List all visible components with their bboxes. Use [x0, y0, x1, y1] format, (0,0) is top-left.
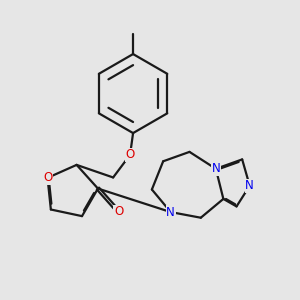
Text: N: N	[166, 206, 175, 219]
Text: O: O	[114, 206, 123, 218]
Text: O: O	[43, 171, 52, 184]
Text: N: N	[245, 179, 254, 192]
Text: N: N	[212, 162, 220, 175]
Text: O: O	[125, 148, 135, 161]
